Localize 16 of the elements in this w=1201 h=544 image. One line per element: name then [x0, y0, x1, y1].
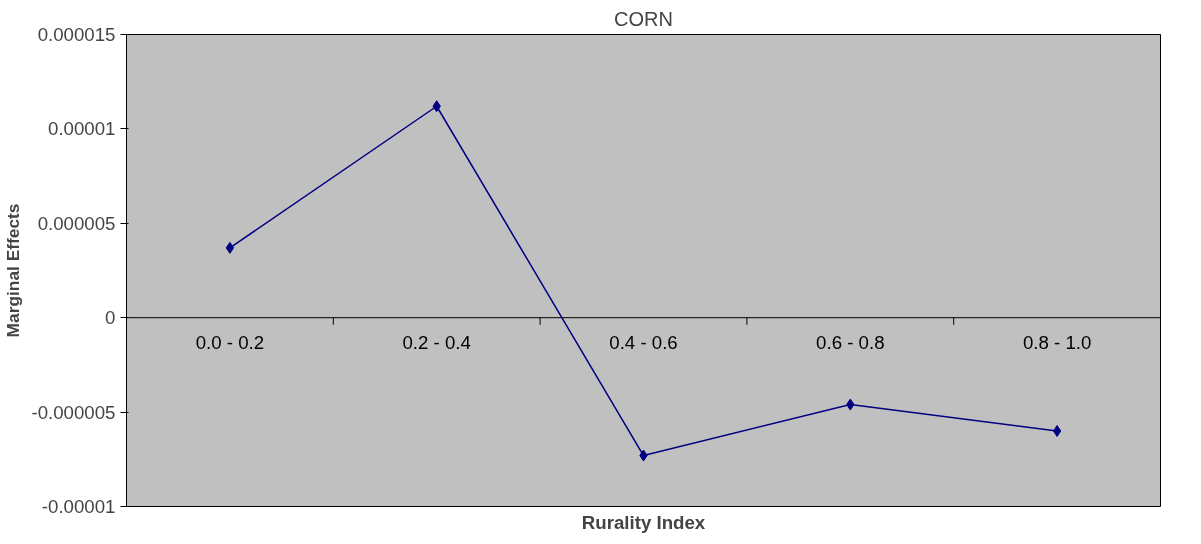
x-tick-label: 0.8 - 1.0	[1022, 331, 1092, 353]
point	[225, 241, 235, 254]
x-tick-label: 0.4 - 0.6	[609, 331, 678, 353]
chart-title: CORN	[614, 7, 673, 30]
y-tick-label: 0.00001	[48, 118, 116, 140]
y-tick-label: -0.000005	[31, 401, 116, 423]
x-tick-label: 0.0 - 0.2	[195, 331, 265, 353]
x-tick-label: 0.6 - 0.8	[816, 331, 885, 353]
point	[1052, 424, 1062, 437]
y-tick-label: 0	[105, 307, 116, 329]
y-tick-label: 0.000005	[37, 212, 116, 234]
y-tick-label: -0.00001	[41, 496, 116, 517]
x-axis-title: Rurality Index	[581, 511, 706, 533]
y-axis-title: Marginal Effects	[3, 203, 24, 338]
y-tick-label: 0.000015	[37, 24, 116, 45]
x-tick-label: 0.2 - 0.4	[402, 331, 471, 353]
